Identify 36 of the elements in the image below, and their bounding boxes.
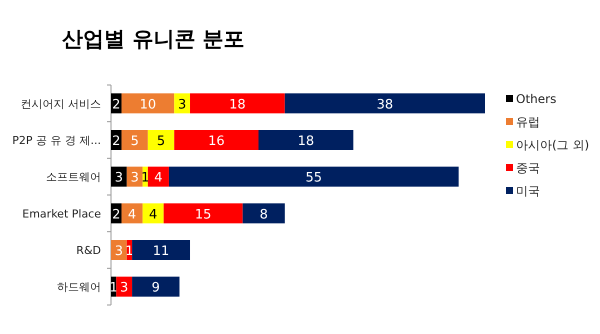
data-label: 4 bbox=[128, 207, 136, 222]
data-label: 2 bbox=[112, 207, 120, 222]
y-tick-label: 하드웨어 bbox=[57, 280, 101, 294]
data-label: 3 bbox=[114, 244, 124, 259]
legend-label: 아시아(그 외) bbox=[516, 138, 590, 152]
data-label: 38 bbox=[376, 97, 394, 112]
data-label: 4 bbox=[154, 170, 163, 186]
data-label: 5 bbox=[130, 134, 139, 149]
data-label: 15 bbox=[194, 207, 212, 222]
data-label: 18 bbox=[298, 134, 314, 149]
data-label: 8 bbox=[260, 207, 268, 222]
chart-title: 산업별 유니콘 분포 bbox=[62, 27, 245, 51]
legend-label: 중국 bbox=[516, 161, 540, 175]
data-label: 11 bbox=[152, 244, 170, 259]
y-tick-label: 컨시어지 서비스 bbox=[20, 97, 101, 110]
data-label: 4 bbox=[149, 207, 158, 222]
y-tick-label: 소프트웨어 bbox=[46, 170, 101, 184]
data-label: 3 bbox=[178, 97, 186, 112]
data-label: 2 bbox=[112, 97, 120, 112]
data-label: 9 bbox=[152, 280, 160, 296]
data-label: 10 bbox=[140, 97, 156, 112]
data-label: 3 bbox=[114, 170, 124, 186]
data-label: 16 bbox=[208, 134, 225, 149]
y-tick-label: Emarket Place bbox=[22, 207, 102, 220]
data-label: 18 bbox=[229, 97, 246, 112]
y-tick-label: P2P 공 유 경 제... bbox=[12, 134, 101, 147]
data-label: 1 bbox=[141, 170, 150, 186]
legend-label: 미국 bbox=[516, 184, 540, 198]
data-label: 3 bbox=[120, 280, 128, 296]
legend-label: 유럽 bbox=[516, 115, 540, 129]
y-tick-label: R&D bbox=[76, 244, 101, 257]
data-label: 3 bbox=[130, 170, 139, 186]
legend-label: Others bbox=[516, 92, 556, 106]
data-label: 2 bbox=[112, 134, 120, 149]
data-label: 55 bbox=[306, 170, 322, 186]
data-label: 5 bbox=[156, 134, 166, 149]
